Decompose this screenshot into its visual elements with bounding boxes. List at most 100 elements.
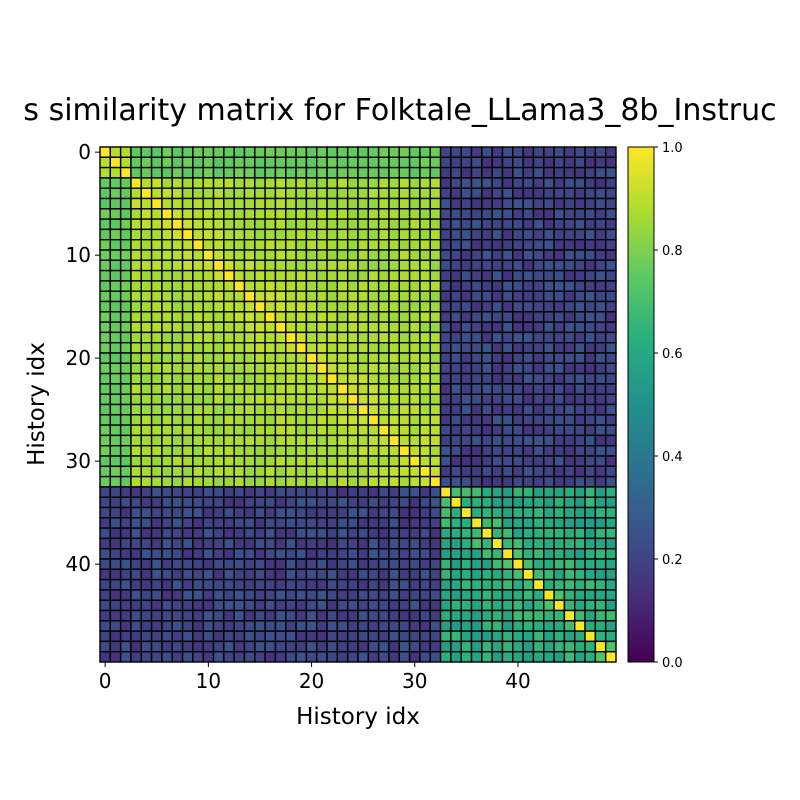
heatmap-cell — [481, 589, 493, 601]
heatmap-cell — [439, 352, 452, 365]
heatmap-cell — [140, 578, 153, 591]
heatmap-cell — [367, 486, 380, 498]
heatmap-cell — [429, 589, 442, 601]
heatmap-cell — [512, 372, 524, 385]
heatmap-cell — [243, 342, 256, 354]
heatmap-cell — [439, 238, 452, 251]
heatmap-cell — [316, 197, 328, 210]
heatmap-cell — [305, 197, 318, 210]
heatmap-cell — [470, 342, 483, 354]
heatmap-cell — [491, 517, 504, 529]
heatmap-cell — [450, 311, 462, 323]
heatmap-cell — [512, 300, 524, 313]
heatmap-cell — [419, 197, 431, 210]
heatmap-cell — [243, 517, 256, 529]
heatmap-cell — [254, 475, 266, 488]
heatmap-cell — [140, 249, 153, 262]
heatmap-cell — [254, 589, 266, 601]
heatmap-cell — [264, 352, 277, 365]
heatmap-cell — [512, 558, 524, 571]
heatmap-cell — [594, 445, 607, 457]
heatmap-cell — [202, 290, 215, 303]
heatmap-cell — [491, 218, 504, 231]
heatmap-cell — [584, 362, 597, 375]
heatmap-cell — [140, 331, 153, 344]
heatmap-cell — [388, 342, 400, 354]
heatmap-cell — [429, 383, 442, 395]
heatmap-cell — [212, 568, 225, 581]
heatmap-cell — [119, 249, 132, 262]
heatmap-cell — [357, 311, 370, 323]
heatmap-cell — [181, 259, 194, 272]
heatmap-cell — [316, 403, 328, 416]
heatmap-cell — [512, 651, 524, 663]
heatmap-cell — [377, 352, 390, 365]
heatmap-cell — [202, 208, 215, 220]
heatmap-cell — [584, 517, 597, 529]
heatmap-cell — [171, 331, 184, 344]
heatmap-cell — [109, 475, 122, 488]
heatmap-cell — [150, 269, 163, 282]
heatmap-cell — [367, 342, 380, 354]
heatmap-cell — [481, 558, 493, 571]
heatmap-cell — [429, 578, 442, 591]
heatmap-cell — [119, 548, 132, 560]
heatmap-cell — [604, 496, 617, 509]
heatmap-cell — [346, 403, 359, 416]
heatmap-cell — [522, 465, 535, 478]
heatmap-cell — [522, 238, 535, 251]
heatmap-cell — [501, 568, 514, 581]
heatmap-cell — [130, 578, 142, 591]
heatmap-cell — [604, 208, 617, 220]
heatmap-cell — [501, 517, 514, 529]
heatmap-cell — [295, 280, 308, 292]
heatmap-cell — [460, 620, 473, 632]
heatmap-cell — [305, 599, 318, 612]
heatmap-cell — [150, 445, 163, 457]
heatmap-cell — [109, 166, 122, 179]
heatmap-cell — [109, 393, 122, 406]
heatmap-cell — [563, 537, 576, 550]
heatmap-cell — [429, 197, 442, 210]
heatmap-cell — [377, 187, 390, 200]
heatmap-cell — [584, 548, 597, 560]
heatmap-cell — [388, 177, 400, 189]
heatmap-cell — [223, 383, 235, 395]
heatmap-cell — [460, 455, 473, 468]
heatmap-cell — [357, 362, 370, 375]
heatmap-cell — [264, 445, 277, 457]
heatmap-cell — [429, 548, 442, 560]
heatmap-cell — [450, 290, 462, 303]
heatmap-cell — [161, 383, 173, 395]
heatmap-cell — [512, 568, 524, 581]
heatmap-cell — [264, 187, 277, 200]
heatmap-cell — [109, 506, 122, 519]
heatmap-cell — [336, 527, 349, 540]
heatmap-cell — [460, 362, 473, 375]
heatmap-cell — [574, 548, 586, 560]
heatmap-cell — [264, 455, 277, 468]
heatmap-cell — [254, 558, 266, 571]
heatmap-cell — [460, 578, 473, 591]
heatmap-cell — [119, 342, 132, 354]
heatmap-cell — [377, 342, 390, 354]
heatmap-cell — [326, 208, 339, 220]
heatmap-cell — [316, 568, 328, 581]
heatmap-cell — [532, 506, 545, 519]
heatmap-cell — [584, 269, 597, 282]
heatmap-cell — [553, 620, 566, 632]
heatmap-cell — [326, 218, 339, 231]
heatmap-cell — [367, 537, 380, 550]
heatmap-cell — [398, 331, 411, 344]
heatmap-cell — [501, 506, 514, 519]
heatmap-cell — [233, 465, 246, 478]
heatmap-cell — [377, 362, 390, 375]
heatmap-cell — [161, 156, 173, 169]
heatmap-cell — [326, 445, 339, 457]
heatmap-cell — [202, 269, 215, 282]
heatmap-cell — [130, 620, 142, 632]
heatmap-cell — [491, 548, 504, 560]
heatmap-cell — [150, 465, 163, 478]
heatmap-cell — [357, 651, 370, 663]
